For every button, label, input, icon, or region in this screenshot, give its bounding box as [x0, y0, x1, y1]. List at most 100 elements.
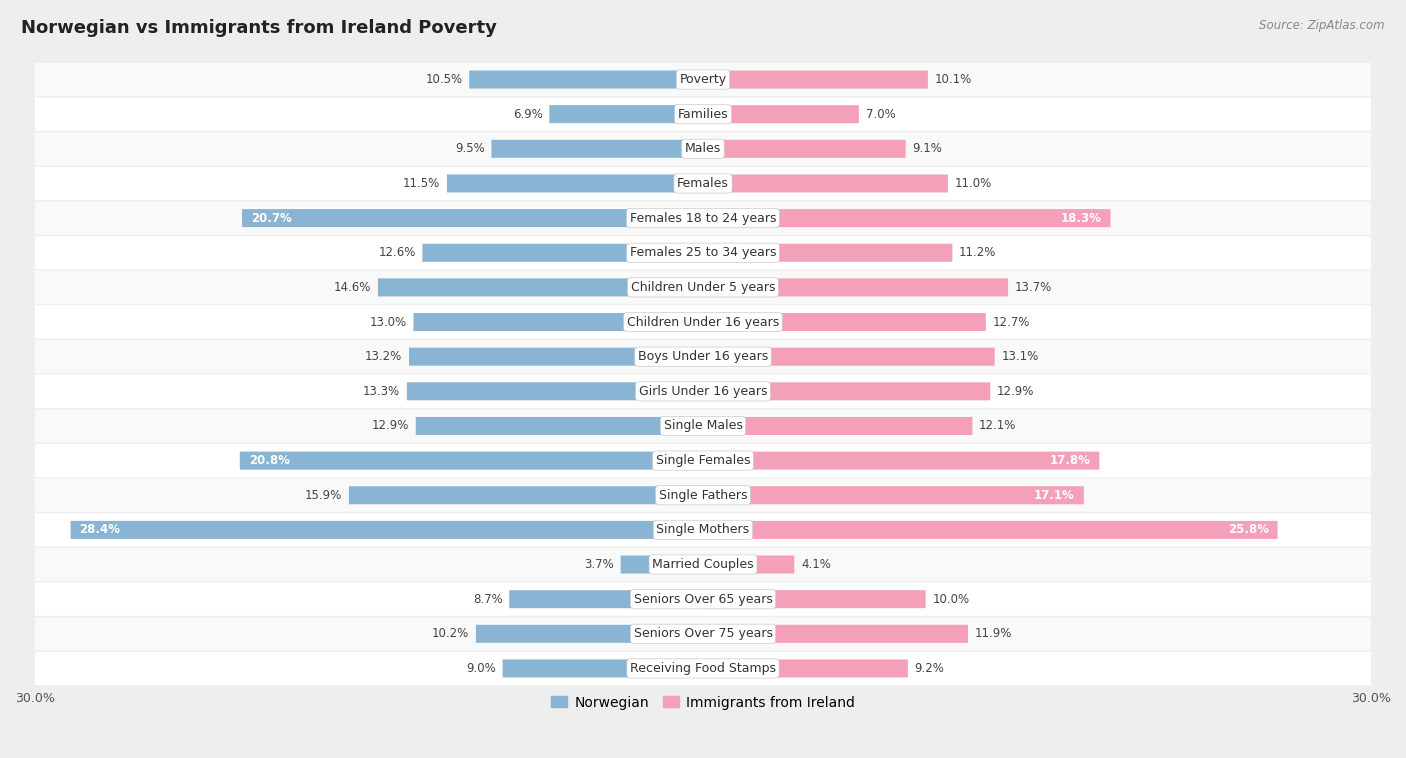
FancyBboxPatch shape — [413, 313, 703, 331]
Text: 11.9%: 11.9% — [974, 628, 1012, 641]
Text: 12.1%: 12.1% — [979, 419, 1017, 433]
FancyBboxPatch shape — [35, 652, 1371, 685]
Text: Females 18 to 24 years: Females 18 to 24 years — [630, 211, 776, 224]
Text: Norwegian vs Immigrants from Ireland Poverty: Norwegian vs Immigrants from Ireland Pov… — [21, 19, 496, 37]
FancyBboxPatch shape — [35, 444, 1371, 478]
FancyBboxPatch shape — [35, 340, 1371, 373]
FancyBboxPatch shape — [35, 271, 1371, 304]
FancyBboxPatch shape — [242, 209, 703, 227]
Text: 10.0%: 10.0% — [932, 593, 970, 606]
FancyBboxPatch shape — [703, 70, 928, 89]
FancyBboxPatch shape — [703, 244, 952, 262]
FancyBboxPatch shape — [349, 486, 703, 504]
FancyBboxPatch shape — [240, 452, 703, 470]
FancyBboxPatch shape — [703, 382, 990, 400]
FancyBboxPatch shape — [409, 348, 703, 365]
Text: 8.7%: 8.7% — [472, 593, 502, 606]
Text: 11.5%: 11.5% — [404, 177, 440, 190]
Text: Seniors Over 65 years: Seniors Over 65 years — [634, 593, 772, 606]
FancyBboxPatch shape — [422, 244, 703, 262]
FancyBboxPatch shape — [35, 167, 1371, 200]
Text: 13.7%: 13.7% — [1015, 281, 1052, 294]
Text: 20.8%: 20.8% — [249, 454, 290, 467]
FancyBboxPatch shape — [703, 452, 1099, 470]
Text: 28.4%: 28.4% — [80, 523, 121, 537]
FancyBboxPatch shape — [703, 659, 908, 678]
FancyBboxPatch shape — [35, 132, 1371, 165]
Text: 11.2%: 11.2% — [959, 246, 997, 259]
FancyBboxPatch shape — [492, 139, 703, 158]
FancyBboxPatch shape — [703, 590, 925, 608]
Text: Girls Under 16 years: Girls Under 16 years — [638, 385, 768, 398]
FancyBboxPatch shape — [35, 409, 1371, 443]
Text: 15.9%: 15.9% — [305, 489, 342, 502]
Text: Females 25 to 34 years: Females 25 to 34 years — [630, 246, 776, 259]
FancyBboxPatch shape — [502, 659, 703, 678]
Text: 12.9%: 12.9% — [371, 419, 409, 433]
Text: 13.2%: 13.2% — [366, 350, 402, 363]
Text: Seniors Over 75 years: Seniors Over 75 years — [634, 628, 772, 641]
Text: 9.5%: 9.5% — [456, 143, 485, 155]
Text: Children Under 5 years: Children Under 5 years — [631, 281, 775, 294]
FancyBboxPatch shape — [550, 105, 703, 124]
Text: Females: Females — [678, 177, 728, 190]
FancyBboxPatch shape — [70, 521, 703, 539]
FancyBboxPatch shape — [703, 278, 1008, 296]
FancyBboxPatch shape — [703, 486, 1084, 504]
Text: 4.1%: 4.1% — [801, 558, 831, 571]
Text: 18.3%: 18.3% — [1060, 211, 1102, 224]
Text: Boys Under 16 years: Boys Under 16 years — [638, 350, 768, 363]
Text: Single Fathers: Single Fathers — [659, 489, 747, 502]
FancyBboxPatch shape — [447, 174, 703, 193]
Text: 10.5%: 10.5% — [426, 73, 463, 86]
Text: Families: Families — [678, 108, 728, 121]
FancyBboxPatch shape — [378, 278, 703, 296]
FancyBboxPatch shape — [470, 70, 703, 89]
Text: Married Couples: Married Couples — [652, 558, 754, 571]
FancyBboxPatch shape — [703, 348, 994, 365]
FancyBboxPatch shape — [406, 382, 703, 400]
FancyBboxPatch shape — [703, 556, 794, 574]
Text: Children Under 16 years: Children Under 16 years — [627, 315, 779, 328]
FancyBboxPatch shape — [35, 236, 1371, 269]
FancyBboxPatch shape — [35, 513, 1371, 547]
Text: 17.8%: 17.8% — [1050, 454, 1091, 467]
FancyBboxPatch shape — [35, 98, 1371, 131]
FancyBboxPatch shape — [703, 139, 905, 158]
FancyBboxPatch shape — [35, 305, 1371, 339]
Text: 9.2%: 9.2% — [914, 662, 945, 675]
FancyBboxPatch shape — [35, 478, 1371, 512]
FancyBboxPatch shape — [509, 590, 703, 608]
Text: 20.7%: 20.7% — [250, 211, 291, 224]
Text: 3.7%: 3.7% — [583, 558, 614, 571]
Text: Males: Males — [685, 143, 721, 155]
Text: Single Males: Single Males — [664, 419, 742, 433]
Text: Single Mothers: Single Mothers — [657, 523, 749, 537]
Text: 13.3%: 13.3% — [363, 385, 401, 398]
FancyBboxPatch shape — [703, 625, 967, 643]
FancyBboxPatch shape — [703, 174, 948, 193]
Text: 9.0%: 9.0% — [467, 662, 496, 675]
FancyBboxPatch shape — [416, 417, 703, 435]
FancyBboxPatch shape — [35, 617, 1371, 650]
FancyBboxPatch shape — [35, 374, 1371, 408]
Text: 12.7%: 12.7% — [993, 315, 1029, 328]
Text: 10.1%: 10.1% — [935, 73, 972, 86]
Text: Single Females: Single Females — [655, 454, 751, 467]
FancyBboxPatch shape — [35, 63, 1371, 96]
Text: Poverty: Poverty — [679, 73, 727, 86]
FancyBboxPatch shape — [475, 625, 703, 643]
Text: 17.1%: 17.1% — [1035, 489, 1076, 502]
Text: 11.0%: 11.0% — [955, 177, 991, 190]
Text: 12.9%: 12.9% — [997, 385, 1035, 398]
Text: 25.8%: 25.8% — [1227, 523, 1268, 537]
FancyBboxPatch shape — [620, 556, 703, 574]
FancyBboxPatch shape — [35, 583, 1371, 615]
Text: 13.1%: 13.1% — [1001, 350, 1039, 363]
Text: 14.6%: 14.6% — [333, 281, 371, 294]
Text: Receiving Food Stamps: Receiving Food Stamps — [630, 662, 776, 675]
Legend: Norwegian, Immigrants from Ireland: Norwegian, Immigrants from Ireland — [546, 690, 860, 715]
FancyBboxPatch shape — [703, 209, 1111, 227]
FancyBboxPatch shape — [703, 417, 973, 435]
FancyBboxPatch shape — [35, 548, 1371, 581]
